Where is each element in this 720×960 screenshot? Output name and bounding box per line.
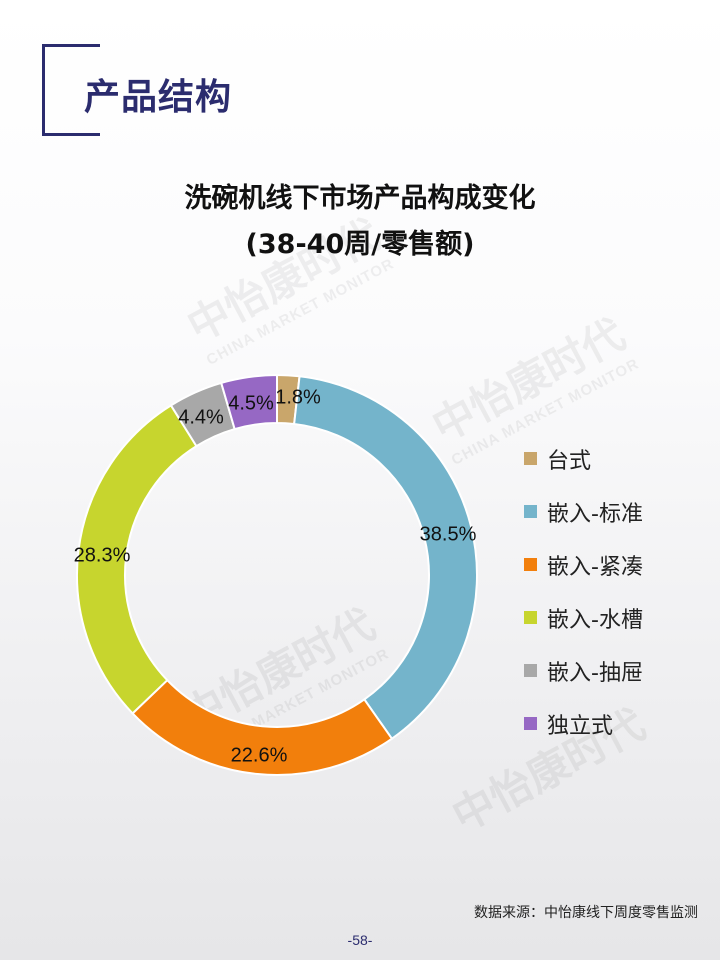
chart-subtitle: (38-40周/零售额) [245, 229, 475, 260]
legend-label: 嵌入-紧凑 [547, 554, 643, 580]
data-label: 4.5% [228, 392, 274, 414]
legend-swatch [524, 664, 537, 677]
legend-swatch [524, 611, 537, 624]
data-label: 4.4% [178, 406, 224, 428]
data-label: 28.3% [74, 544, 131, 566]
legend-item: 独立式 [524, 697, 643, 750]
page-number: -58- [347, 932, 373, 948]
legend-label: 嵌入-水槽 [547, 607, 643, 633]
section-title: 产品结构 [84, 77, 233, 118]
source-note: 数据来源：中怡康线下周度零售监测 [474, 905, 698, 921]
legend-label: 嵌入-标准 [547, 501, 643, 527]
legend-item: 嵌入-抽屉 [524, 644, 643, 697]
donut-slice [220, 373, 278, 431]
legend-swatch [524, 558, 537, 571]
legend-label: 嵌入-抽屉 [547, 660, 643, 686]
legend-swatch [524, 452, 537, 465]
data-label: 38.5% [420, 523, 477, 545]
legend-item: 嵌入-紧凑 [524, 538, 643, 591]
legend-item: 台式 [524, 432, 643, 485]
chart-legend: 台式 嵌入-标准 嵌入-紧凑 嵌入-水槽 嵌入-抽屉 独立式 [524, 432, 643, 750]
legend-item: 嵌入-标准 [524, 485, 643, 538]
legend-swatch [524, 505, 537, 518]
data-label: 22.6% [231, 744, 288, 766]
chart-title: 洗碗机线下市场产品构成变化 [184, 183, 536, 214]
legend-label: 台式 [547, 448, 592, 474]
legend-item: 嵌入-水槽 [524, 591, 643, 644]
legend-label: 独立式 [547, 713, 614, 739]
section-bracket [42, 44, 100, 136]
legend-swatch [524, 717, 537, 730]
data-label: 1.8% [275, 386, 321, 408]
donut-slice [293, 375, 478, 741]
